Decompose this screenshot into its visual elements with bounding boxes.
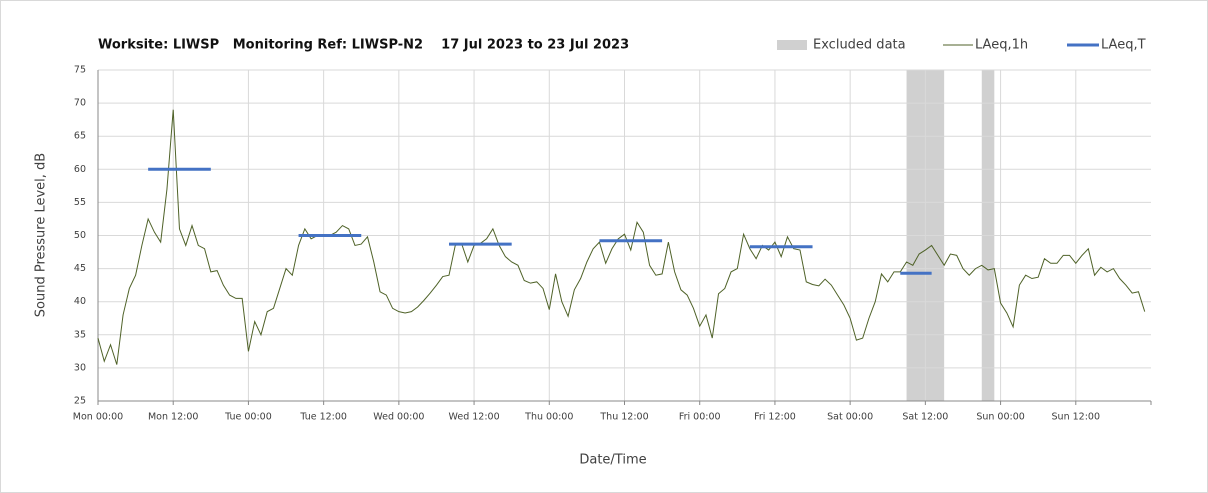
y-tick-label: 35 xyxy=(74,329,86,340)
legend-label: LAeq,1h xyxy=(975,38,1028,53)
x-tick-label: Tue 12:00 xyxy=(299,412,347,423)
y-tick-label: 30 xyxy=(74,362,86,373)
y-tick-label: 60 xyxy=(74,164,86,175)
chart-title: Worksite: LIWSP Monitoring Ref: LIWSP-N2… xyxy=(98,38,629,53)
y-tick-label: 50 xyxy=(74,230,86,241)
y-tick-label: 65 xyxy=(74,131,86,142)
legend-label: Excluded data xyxy=(813,38,906,53)
x-axis-label: Date/Time xyxy=(579,453,646,468)
x-tick-label: Tue 00:00 xyxy=(224,412,272,423)
x-tick-label: Wed 12:00 xyxy=(449,412,500,423)
x-tick-label: Thu 12:00 xyxy=(599,412,648,423)
x-tick-label: Mon 00:00 xyxy=(73,412,123,423)
x-tick-label: Sun 00:00 xyxy=(976,412,1024,423)
x-tick-label: Mon 12:00 xyxy=(148,412,198,423)
y-tick-label: 70 xyxy=(74,98,86,109)
x-tick-label: Thu 00:00 xyxy=(524,412,573,423)
x-tick-label: Sun 12:00 xyxy=(1052,412,1100,423)
y-tick-label: 75 xyxy=(74,65,86,76)
y-tick-label: 45 xyxy=(74,263,86,274)
y-tick-label: 25 xyxy=(74,396,86,407)
y-tick-label: 40 xyxy=(74,296,86,307)
x-tick-label: Sat 00:00 xyxy=(827,412,873,423)
line-series xyxy=(97,109,1146,365)
y-axis-label: Sound Pressure Level, dB xyxy=(34,153,49,317)
y-tick-label: 55 xyxy=(74,197,86,208)
legend-swatch xyxy=(777,40,807,50)
x-tick-label: Wed 00:00 xyxy=(373,412,424,423)
x-tick-label: Fri 00:00 xyxy=(679,412,721,423)
x-tick-label: Fri 12:00 xyxy=(754,412,796,423)
legend-label: LAeq,T xyxy=(1101,38,1146,53)
x-tick-label: Sat 12:00 xyxy=(902,412,948,423)
